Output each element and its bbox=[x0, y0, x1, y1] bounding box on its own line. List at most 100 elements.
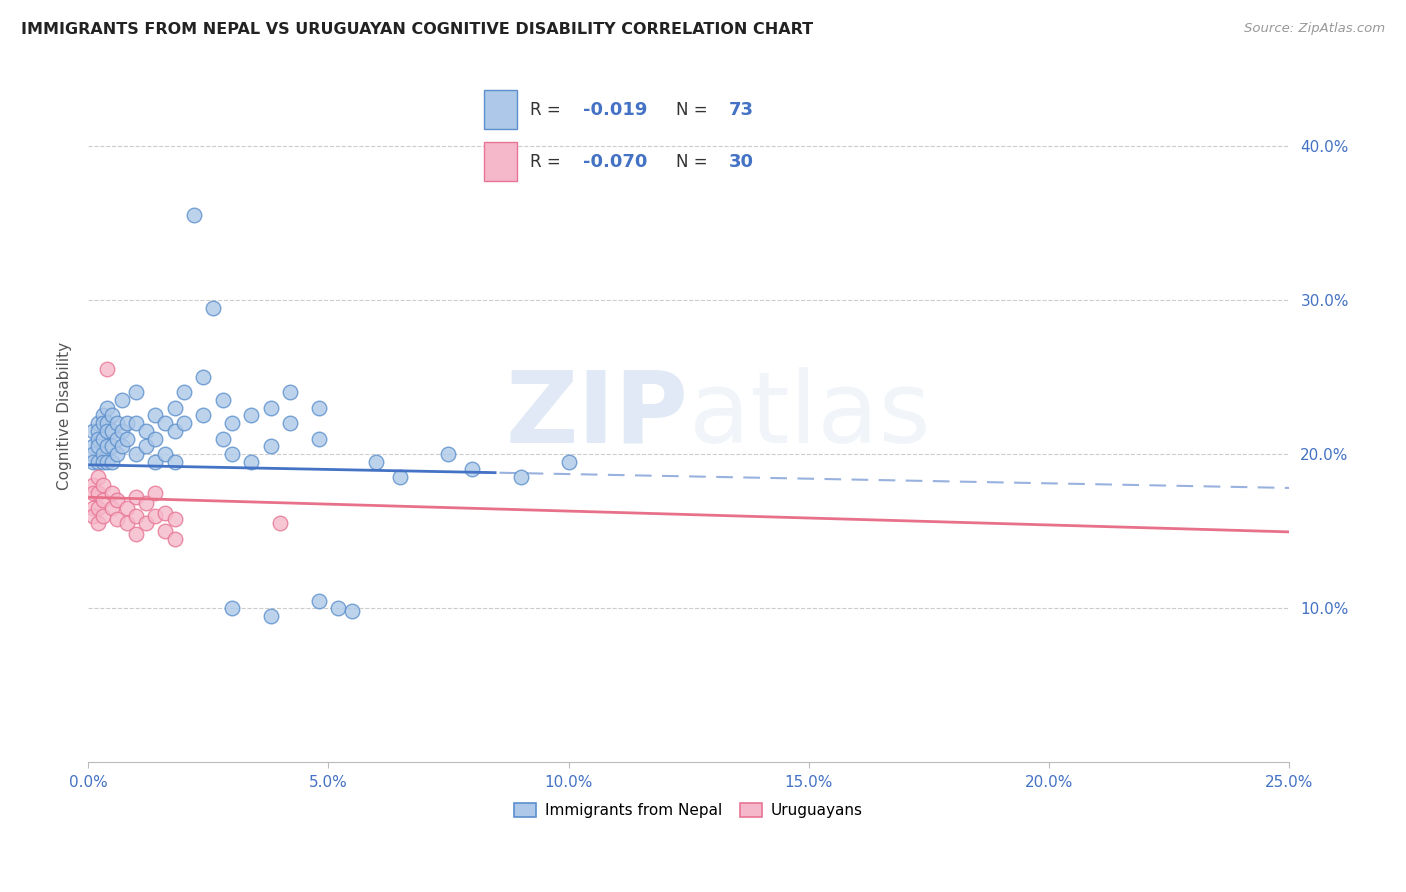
Point bbox=[308, 401, 330, 415]
Text: atlas: atlas bbox=[689, 367, 931, 464]
Text: 73: 73 bbox=[728, 102, 754, 120]
Point bbox=[308, 593, 330, 607]
Text: R =: R = bbox=[530, 153, 567, 170]
Point bbox=[153, 506, 176, 520]
Point bbox=[240, 455, 263, 469]
Point bbox=[101, 455, 124, 469]
Point bbox=[101, 501, 124, 516]
Point bbox=[193, 409, 215, 423]
Point bbox=[82, 485, 104, 500]
Point bbox=[115, 516, 138, 531]
Point bbox=[211, 432, 233, 446]
Point bbox=[366, 455, 388, 469]
Point bbox=[96, 455, 118, 469]
Point bbox=[278, 385, 301, 400]
Point bbox=[96, 424, 118, 438]
Point bbox=[153, 416, 176, 430]
Point bbox=[221, 601, 243, 615]
Point bbox=[87, 516, 110, 531]
Point bbox=[87, 455, 110, 469]
Point bbox=[101, 485, 124, 500]
Point bbox=[101, 439, 124, 453]
Point bbox=[101, 424, 124, 438]
Text: 30: 30 bbox=[728, 153, 754, 170]
Point bbox=[125, 416, 148, 430]
Point bbox=[342, 604, 364, 618]
Text: -0.019: -0.019 bbox=[583, 102, 648, 120]
Point bbox=[509, 470, 531, 484]
Point bbox=[173, 385, 195, 400]
Point bbox=[260, 401, 283, 415]
Point bbox=[96, 362, 118, 376]
Point bbox=[115, 501, 138, 516]
Point bbox=[163, 401, 186, 415]
Point bbox=[145, 432, 167, 446]
Text: ZIP: ZIP bbox=[506, 367, 689, 464]
Point bbox=[193, 370, 215, 384]
Point bbox=[91, 455, 114, 469]
Point bbox=[153, 524, 176, 538]
Point bbox=[105, 493, 128, 508]
Point bbox=[82, 447, 104, 461]
Point bbox=[221, 416, 243, 430]
Point bbox=[82, 478, 104, 492]
Point bbox=[105, 432, 128, 446]
Point bbox=[145, 485, 167, 500]
Point bbox=[96, 439, 118, 453]
Point bbox=[87, 424, 110, 438]
Point bbox=[87, 470, 110, 484]
Point bbox=[326, 601, 349, 615]
Point bbox=[125, 385, 148, 400]
Point bbox=[125, 508, 148, 523]
Point bbox=[82, 439, 104, 453]
Point bbox=[163, 512, 186, 526]
Point bbox=[91, 493, 114, 508]
Point bbox=[111, 392, 134, 407]
Point bbox=[135, 439, 157, 453]
Text: Source: ZipAtlas.com: Source: ZipAtlas.com bbox=[1244, 22, 1385, 36]
Text: N =: N = bbox=[676, 102, 713, 120]
Point bbox=[308, 432, 330, 446]
Point bbox=[82, 501, 104, 516]
Point bbox=[389, 470, 412, 484]
Point bbox=[260, 439, 283, 453]
Point bbox=[115, 416, 138, 430]
Point bbox=[221, 447, 243, 461]
Point bbox=[105, 447, 128, 461]
Point bbox=[91, 508, 114, 523]
Point bbox=[105, 416, 128, 430]
Point bbox=[87, 439, 110, 453]
Point bbox=[183, 208, 205, 222]
FancyBboxPatch shape bbox=[484, 90, 517, 129]
Point bbox=[91, 416, 114, 430]
Point bbox=[557, 455, 579, 469]
Point bbox=[82, 424, 104, 438]
Point bbox=[269, 516, 291, 531]
Point bbox=[125, 527, 148, 541]
Legend: Immigrants from Nepal, Uruguayans: Immigrants from Nepal, Uruguayans bbox=[508, 797, 869, 824]
Point bbox=[153, 447, 176, 461]
Point bbox=[145, 508, 167, 523]
Text: R =: R = bbox=[530, 102, 567, 120]
Point bbox=[96, 416, 118, 430]
Point bbox=[163, 424, 186, 438]
Point bbox=[240, 409, 263, 423]
Point bbox=[145, 455, 167, 469]
Point bbox=[163, 455, 186, 469]
Point bbox=[91, 432, 114, 446]
Point bbox=[437, 447, 460, 461]
Point bbox=[87, 432, 110, 446]
Point bbox=[111, 424, 134, 438]
Point bbox=[163, 532, 186, 546]
Text: -0.070: -0.070 bbox=[583, 153, 648, 170]
Y-axis label: Cognitive Disability: Cognitive Disability bbox=[58, 342, 72, 490]
Point bbox=[278, 416, 301, 430]
FancyBboxPatch shape bbox=[484, 142, 517, 180]
Point bbox=[135, 516, 157, 531]
Point bbox=[202, 301, 225, 315]
Point bbox=[87, 485, 110, 500]
Point bbox=[91, 409, 114, 423]
Point bbox=[111, 439, 134, 453]
Point bbox=[115, 432, 138, 446]
Point bbox=[211, 392, 233, 407]
